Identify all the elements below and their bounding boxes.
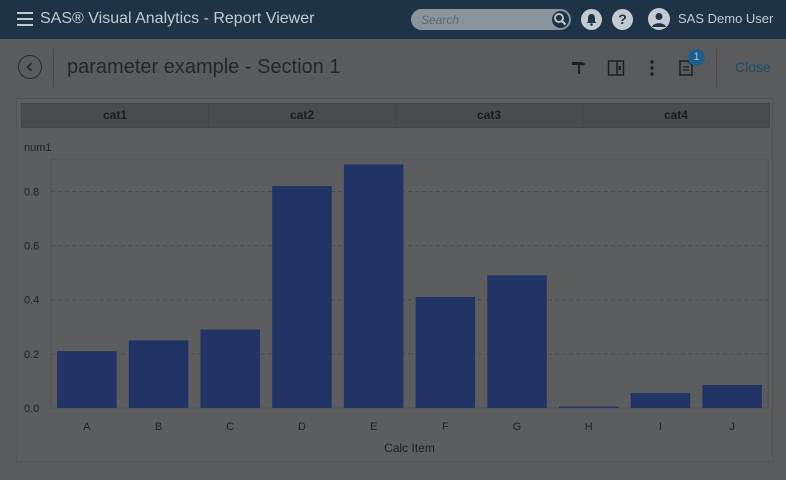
x-axis-label: Calc Item [384,441,435,455]
bar-J [702,384,762,408]
header-divider [53,49,54,87]
bar-chart: 0.0 0.2 0.4 0.6 0.8 num1 A B C D E F G H I J Calc Item [24,142,769,455]
search-icon[interactable] [550,9,571,30]
bar-H [558,406,619,408]
back-button[interactable] [18,55,42,79]
notification-badge: 1 [688,49,705,66]
bar-G [487,275,547,408]
x-tick-label: E [370,421,377,433]
bell-icon[interactable] [581,9,602,30]
tab-cat4[interactable]: cat4 [663,108,689,122]
y-tick-label: 0.0 [24,403,39,415]
pin-icon[interactable] [569,58,589,78]
bar-I [630,393,691,408]
y-axis-label: num1 [24,142,52,154]
search-input[interactable] [421,12,546,27]
menu-icon[interactable] [17,12,33,26]
search-box[interactable] [411,9,570,30]
bar-C [200,329,261,408]
x-tick-label: D [298,421,306,433]
bar-E [343,164,404,408]
x-tick-label: C [226,421,234,433]
tab-cat3[interactable]: cat3 [396,104,583,127]
close-button[interactable]: Close [735,59,771,75]
bar-A [57,351,117,408]
bar-F [415,297,476,408]
y-tick-label: 0.8 [24,186,39,198]
back-arrow-icon [26,62,33,72]
tab-cat1[interactable]: cat1 [22,104,209,127]
x-tick-label: B [155,421,162,433]
app-title: SAS® Visual Analytics - Report Viewer [40,10,315,27]
report-panel: cat1 cat2 cat3 cat4 0.0 0.2 0.4 0.6 0.8 num1 A… [16,98,773,462]
report-header: parameter example - Section 1 1 Close [0,39,786,98]
y-tick-label: 0.6 [24,241,39,253]
x-tick-label: G [513,421,522,433]
x-tick-label: J [729,421,735,433]
close-divider [716,49,717,87]
help-icon[interactable]: ? [612,9,633,30]
plot-frame [50,158,769,409]
x-tick-label: H [585,421,593,433]
y-tick-label: 0.4 [24,295,39,307]
app-header: SAS® Visual Analytics - Report Viewer ? … [0,0,786,39]
tab-cat2[interactable]: cat2 [209,104,396,127]
x-tick-label: A [83,421,91,433]
report-title: parameter example - Section 1 [67,56,341,78]
user-name[interactable]: SAS Demo User [678,11,774,26]
document-icon[interactable] [676,58,696,78]
bar-D [272,186,332,408]
bar-B [128,340,189,408]
x-tick-label: F [442,421,449,433]
y-tick-label: 0.2 [24,349,39,361]
panel-icon[interactable] [606,58,626,78]
category-tabs: cat1 cat2 cat3 cat4 [21,103,770,128]
more-vertical-icon[interactable] [642,58,662,78]
x-tick-label: I [659,421,662,433]
user-icon[interactable] [648,8,670,30]
